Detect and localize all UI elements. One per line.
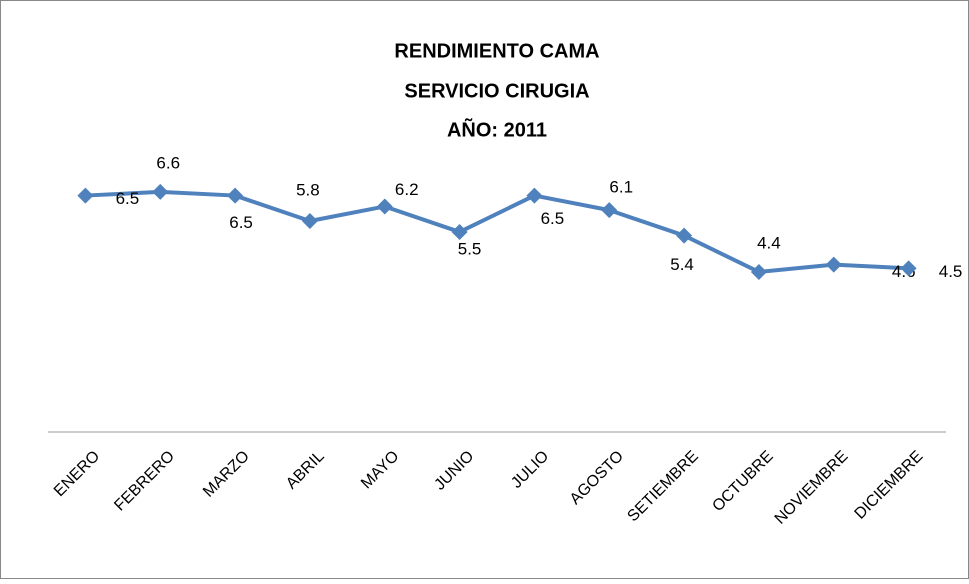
data-point — [152, 183, 169, 200]
series-line — [85, 189, 909, 274]
data-label: 5.4 — [670, 255, 694, 274]
data-point — [825, 256, 842, 273]
data-label: 6.1 — [609, 178, 633, 197]
data-point — [451, 223, 468, 240]
data-label: 6.2 — [395, 180, 419, 199]
data-label: 6.5 — [229, 213, 253, 232]
data-point — [227, 187, 244, 204]
data-point — [750, 263, 767, 280]
data-label: 5.8 — [296, 181, 320, 200]
chart-title: AÑO: 2011 — [447, 118, 547, 141]
data-label: 6.5 — [116, 189, 140, 208]
chart-title: SERVICIO CIRUGIA — [404, 80, 589, 102]
data-label: 6.5 — [541, 209, 565, 228]
data-label: 4.5 — [939, 262, 963, 281]
data-point — [676, 227, 693, 244]
data-label: 4.4 — [757, 233, 781, 252]
data-point — [526, 187, 543, 204]
data-point — [601, 202, 618, 219]
chart-title: RENDIMIENTO CAMA — [394, 40, 599, 62]
data-label: 5.5 — [458, 239, 482, 258]
data-point — [301, 213, 318, 230]
data-point — [900, 260, 917, 277]
data-point — [77, 187, 94, 204]
data-label: 6.6 — [156, 153, 180, 172]
data-point — [376, 198, 393, 215]
